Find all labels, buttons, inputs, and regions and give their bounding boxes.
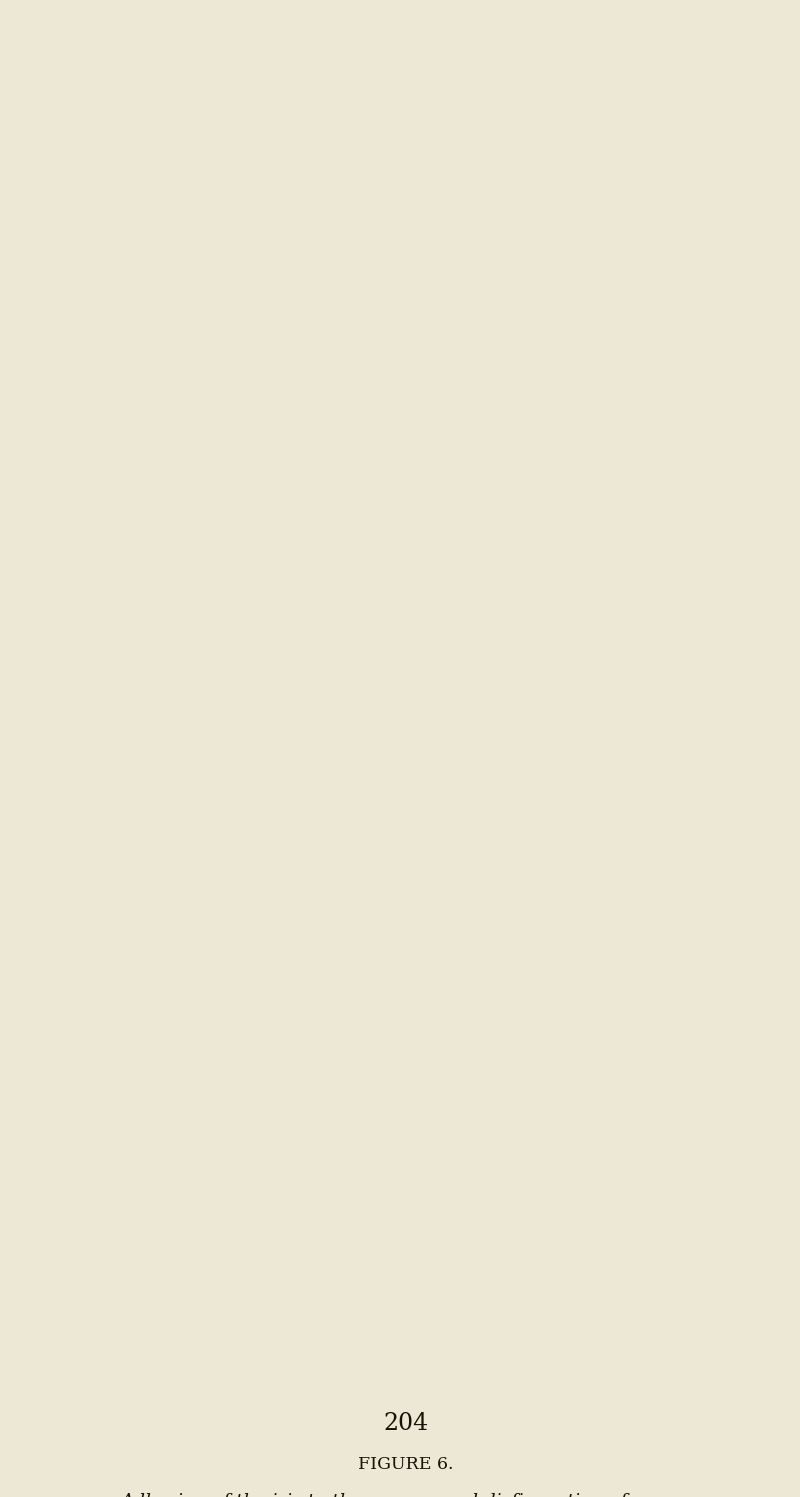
- Text: 204: 204: [383, 1412, 429, 1434]
- Text: Adhesion of the iris to the cornea, and disfiguration of: Adhesion of the iris to the cornea, and …: [120, 1494, 627, 1497]
- Text: FIGURE 6.: FIGURE 6.: [358, 1455, 454, 1473]
